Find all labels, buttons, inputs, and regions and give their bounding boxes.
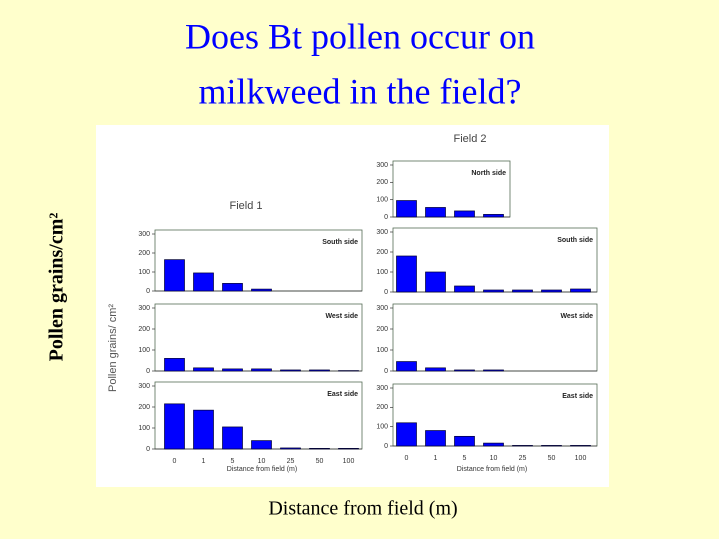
x-tick-label: 100 [575,455,587,462]
panel-title: West side [560,313,593,320]
y-tick-label: 200 [138,326,150,333]
field-label: Field 2 [453,133,486,145]
x-tick-label: 0 [405,455,409,462]
bar [309,369,330,372]
x-tick-label: 10 [258,458,266,465]
y-tick-label: 0 [384,214,388,221]
bar [280,369,301,372]
slide-x-label: Distance from field (m) [268,498,457,520]
x-tick-label: 0 [173,458,177,465]
bar [193,409,214,450]
figure-y-label: Pollen grains/ cm² [107,304,119,392]
bar [164,259,185,292]
y-tick-label: 200 [376,326,388,333]
panel-title: East side [562,393,593,400]
bar [193,367,214,372]
field-label: Field 1 [229,200,262,212]
y-tick-label: 300 [376,162,388,169]
x-tick-label: 5 [463,455,467,462]
bar [251,368,272,372]
bar [425,207,446,218]
bar [425,271,446,293]
bar [483,214,504,218]
bar [425,430,446,447]
y-tick-label: 100 [376,347,388,354]
bar [454,369,475,372]
y-tick-label: 0 [384,368,388,375]
y-tick-label: 300 [376,385,388,392]
bar [483,442,504,447]
y-tick-label: 300 [138,383,150,390]
y-tick-label: 200 [376,179,388,186]
bar [483,289,504,293]
y-tick-label: 300 [138,231,150,238]
y-tick-label: 200 [376,249,388,256]
bar [396,361,417,372]
y-tick-label: 100 [138,269,150,276]
bar [454,435,475,447]
slide-title: milkweed in the field? [199,71,522,111]
bar [483,369,504,372]
y-tick-label: 0 [384,289,388,296]
y-tick-label: 300 [376,229,388,236]
x-tick-label: 5 [231,458,235,465]
y-tick-label: 100 [376,197,388,204]
bar [425,367,446,372]
x-tick-label: 50 [548,455,556,462]
bar [541,445,562,447]
slide-y-label: Pollen grains/cm² [46,213,68,362]
bar [512,445,533,447]
y-tick-label: 200 [376,404,388,411]
bar [541,289,562,293]
panel-title: North side [471,170,506,177]
x-tick-label: 25 [519,455,527,462]
bar [251,440,272,450]
figure-x-label: Distance from field (m) [457,466,527,473]
slide-title: Does Bt pollen occur on [185,16,535,56]
bar [251,288,272,292]
panel-title: West side [325,313,358,320]
y-tick-label: 100 [138,347,150,354]
y-tick-label: 0 [384,443,388,450]
y-tick-label: 200 [138,404,150,411]
bar [193,272,214,292]
y-tick-label: 100 [138,425,150,432]
x-tick-label: 10 [490,455,498,462]
figure-x-label: Distance from field (m) [227,466,297,473]
bar [309,448,330,450]
bar [164,358,185,372]
bar [570,288,591,293]
x-tick-label: 50 [316,458,324,465]
x-tick-label: 100 [343,458,355,465]
bar [454,285,475,293]
bar [280,447,301,450]
bar [164,403,185,450]
y-tick-label: 300 [138,305,150,312]
bar [222,283,243,292]
x-tick-label: 1 [434,455,438,462]
y-tick-label: 0 [146,368,150,375]
bar [222,426,243,450]
bar [396,255,417,293]
bar [570,445,591,447]
bar [396,422,417,447]
y-tick-label: 200 [138,250,150,257]
panel-title: South side [557,237,593,244]
y-tick-label: 0 [146,288,150,295]
bar [222,368,243,372]
y-tick-label: 300 [376,305,388,312]
y-tick-label: 0 [146,446,150,453]
bar [338,448,359,450]
bar [454,210,475,218]
panel-title: East side [327,391,358,398]
bar [396,200,417,218]
x-tick-label: 1 [202,458,206,465]
y-tick-label: 100 [376,424,388,431]
x-tick-label: 25 [287,458,295,465]
bar [512,289,533,293]
y-tick-label: 100 [376,269,388,276]
panel-title: South side [322,239,358,246]
